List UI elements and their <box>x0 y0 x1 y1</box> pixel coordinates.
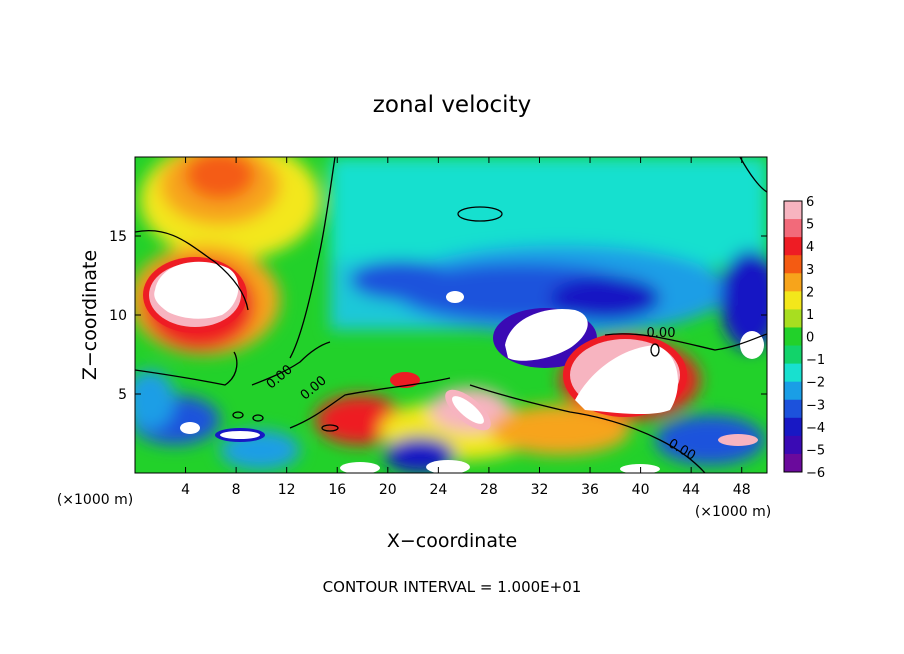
colorbar-tick-label: −3 <box>806 398 825 413</box>
x-tick-label: 40 <box>632 482 650 498</box>
colorbar-tick-label: 2 <box>806 285 814 300</box>
colorbar: 6 5 4 3 2 1 0 −1 −2 −3 −4 −5 −6 <box>783 195 825 481</box>
x-unit-label: (×1000 m) <box>57 492 133 508</box>
colorbar-swatch <box>784 219 802 238</box>
colorbar-frame <box>783 200 803 473</box>
x-tick-label: 12 <box>278 482 296 498</box>
colorbar-tick-label: −4 <box>806 421 825 436</box>
colorbar-swatch <box>784 237 802 256</box>
colorbar-swatch <box>784 273 802 292</box>
x-tick-label: 44 <box>682 482 700 498</box>
colorbar-swatch <box>784 291 802 310</box>
heatmap-field <box>135 157 767 473</box>
x-tick-label: 48 <box>733 482 751 498</box>
x-unit-label-right: (×1000 m) <box>695 504 771 520</box>
colorbar-swatch <box>784 417 802 437</box>
colorbar-swatch <box>784 381 802 401</box>
x-tick-label: 16 <box>328 482 346 498</box>
x-tick-label: 36 <box>581 482 599 498</box>
colorbar-swatch <box>784 309 802 328</box>
colorbar-swatch <box>784 435 802 455</box>
colorbar-tick-label: −6 <box>806 466 825 481</box>
colorbar-swatch <box>784 453 802 473</box>
colorbar-swatch <box>784 345 802 365</box>
y-axis: 5 10 15 <box>109 229 767 403</box>
x-tick-label: 4 <box>181 482 190 498</box>
colorbar-tick-label: 4 <box>806 240 814 255</box>
x-tick-label: 24 <box>429 482 447 498</box>
contour-interval-footer: CONTOUR INTERVAL = 1.000E+01 <box>323 578 582 596</box>
x-tick-label: 28 <box>480 482 498 498</box>
x-tick-label: 8 <box>232 482 241 498</box>
x-tick-label: 32 <box>531 482 549 498</box>
colorbar-tick-label: 0 <box>806 331 814 346</box>
colorbar-swatch <box>784 255 802 274</box>
x-axis: 4 8 12 16 20 24 28 32 36 40 44 48 <box>181 157 751 498</box>
x-tick-label: 20 <box>379 482 397 498</box>
colorbar-tick-label: −2 <box>806 376 825 391</box>
chart-title: zonal velocity <box>373 92 531 118</box>
x-axis-label: X−coordinate <box>387 530 517 552</box>
y-axis-label: Z−coordinate <box>79 250 101 380</box>
colorbar-tick-label: −5 <box>806 443 825 458</box>
colorbar-swatch <box>784 399 802 419</box>
colorbar-tick-label: −1 <box>806 353 825 368</box>
colorbar-swatch <box>784 363 802 383</box>
colorbar-tick-label: 6 <box>806 195 814 210</box>
colorbar-tick-label: 3 <box>806 263 814 278</box>
colorbar-swatch <box>784 327 802 347</box>
contour-label: 0.00 <box>647 326 676 341</box>
y-tick-label: 5 <box>118 387 127 403</box>
colorbar-tick-label: 1 <box>806 308 814 323</box>
y-tick-label: 15 <box>109 229 127 245</box>
y-tick-label: 10 <box>109 308 127 324</box>
colorbar-swatch <box>784 201 802 220</box>
contour-lines <box>135 157 767 473</box>
colorbar-tick-label: 5 <box>806 218 814 233</box>
